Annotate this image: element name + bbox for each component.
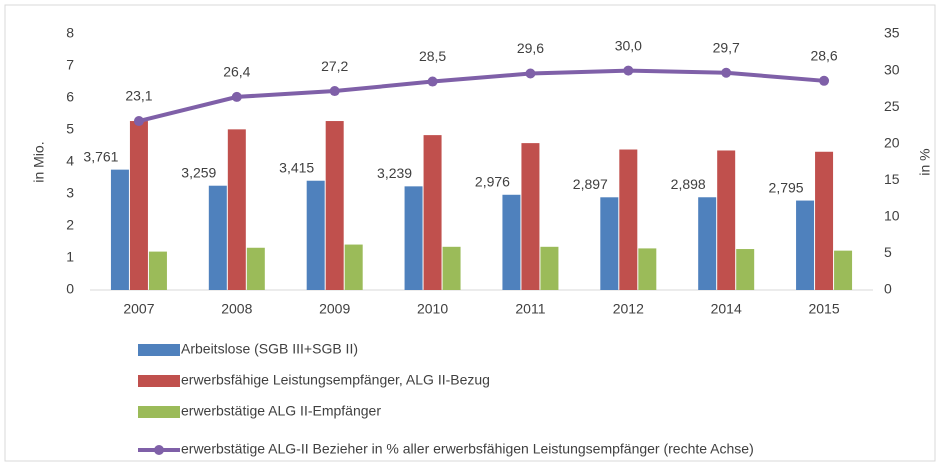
- bar: [815, 151, 834, 290]
- legend-swatch: [138, 406, 180, 418]
- y2-tick-label: 15: [884, 171, 900, 187]
- legend-label: Arbeitslose (SGB III+SGB II): [181, 341, 358, 357]
- bar: [796, 200, 815, 290]
- x-tick-label: 2011: [515, 301, 545, 317]
- bar: [442, 246, 461, 290]
- y2-axis-label: in %: [917, 148, 933, 175]
- data-label: 2,898: [671, 176, 706, 192]
- data-label: 2,795: [769, 179, 804, 195]
- bar: [834, 250, 853, 290]
- x-tick-label: 2015: [808, 301, 839, 317]
- data-label: 2,976: [475, 173, 510, 189]
- bar: [619, 149, 638, 290]
- y2-tick-label: 25: [884, 98, 900, 114]
- bar: [227, 129, 246, 290]
- bar: [306, 180, 325, 290]
- bar: [344, 244, 363, 290]
- bar: [736, 249, 755, 290]
- bar: [110, 169, 129, 290]
- data-label: 28,5: [419, 48, 446, 64]
- y-tick-label: 3: [66, 185, 74, 201]
- line-marker: [133, 116, 144, 127]
- data-label: 3,415: [279, 159, 314, 175]
- y2-tick-label: 35: [884, 25, 900, 41]
- y-tick-label: 8: [66, 25, 74, 41]
- bar: [540, 246, 559, 290]
- x-tick-label: 2007: [123, 301, 154, 317]
- bar: [698, 197, 717, 290]
- bar: [638, 248, 657, 290]
- data-label: 3,761: [83, 148, 118, 164]
- line-marker: [819, 75, 830, 86]
- bar: [208, 185, 227, 290]
- bar: [129, 121, 148, 290]
- legend-swatch: [138, 375, 180, 387]
- x-tick-label: 2008: [221, 301, 252, 317]
- y2-tick-label: 0: [884, 281, 892, 297]
- bar: [717, 150, 736, 290]
- bar: [423, 135, 442, 290]
- data-label: 29,7: [713, 39, 740, 55]
- y2-tick-label: 30: [884, 61, 900, 77]
- y2-tick-label: 5: [884, 244, 892, 260]
- data-label: 28,6: [810, 48, 837, 64]
- y-tick-label: 4: [66, 153, 74, 169]
- line-marker: [427, 76, 438, 87]
- data-label: 27,2: [321, 58, 348, 74]
- data-label: 26,4: [223, 64, 250, 80]
- y2-tick-label: 10: [884, 208, 900, 224]
- y-axis-label: in Mio.: [31, 141, 47, 182]
- data-label: 29,6: [517, 40, 544, 56]
- x-tick-label: 2009: [319, 301, 350, 317]
- y-tick-label: 2: [66, 217, 74, 233]
- x-tick-label: 2014: [711, 301, 742, 317]
- x-tick-label: 2012: [613, 301, 644, 317]
- data-label: 30,0: [615, 37, 642, 53]
- line-marker: [623, 65, 634, 76]
- legend-marker: [154, 445, 164, 455]
- y-tick-label: 5: [66, 121, 74, 137]
- legend-swatch: [138, 344, 180, 356]
- line-marker: [329, 86, 340, 97]
- data-label: 3,239: [377, 165, 412, 181]
- x-tick-label: 2010: [417, 301, 448, 317]
- bar: [246, 247, 265, 290]
- bar: [325, 121, 344, 290]
- data-label: 3,259: [181, 164, 216, 180]
- y-tick-label: 7: [66, 57, 74, 73]
- line: [138, 68, 825, 123]
- legend-label: erwerbstätige ALG-II Bezieher in % aller…: [181, 441, 754, 457]
- legend-label: erwerbsfähige Leistungsempfänger, ALG II…: [181, 372, 490, 388]
- bar: [600, 197, 619, 290]
- y-tick-label: 1: [66, 249, 74, 265]
- y-tick-label: 0: [66, 281, 74, 297]
- bar: [521, 143, 540, 290]
- y-tick-label: 6: [66, 89, 74, 105]
- line-marker: [525, 68, 536, 79]
- data-label: 23,1: [125, 88, 152, 104]
- legend-label: erwerbstätige ALG II-Empfänger: [181, 403, 381, 419]
- bar: [502, 194, 521, 290]
- line-marker: [721, 67, 732, 78]
- bar: [404, 186, 423, 290]
- line-marker: [231, 91, 242, 102]
- data-label: 2,897: [573, 176, 608, 192]
- bar: [148, 251, 167, 290]
- y2-tick-label: 20: [884, 134, 900, 150]
